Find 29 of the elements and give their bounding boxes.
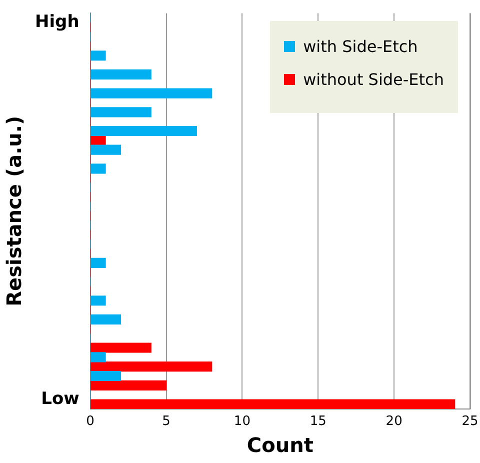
- bar: [90, 88, 212, 98]
- y-tick-label: High: [35, 12, 80, 32]
- x-tick-label: 20: [386, 414, 402, 429]
- x-tick-label: 15: [310, 414, 326, 429]
- x-axis-title: Count: [246, 433, 314, 458]
- bar: [90, 50, 106, 61]
- legend-label: without Side-Etch: [303, 70, 444, 90]
- x-tick-label: 25: [462, 414, 478, 429]
- bar: [90, 380, 167, 390]
- bar: [90, 144, 122, 155]
- bar: [90, 135, 106, 146]
- bar: [90, 399, 456, 409]
- bar: [90, 258, 106, 268]
- bar: [90, 314, 122, 325]
- bar: [90, 69, 152, 80]
- x-tick-label: 10: [234, 414, 250, 429]
- x-tick-label: 0: [86, 414, 94, 429]
- bar: [90, 107, 152, 118]
- bar: [90, 370, 122, 382]
- y-axis-title: Resistance (a.u.): [2, 116, 26, 306]
- bar: [90, 342, 152, 353]
- x-tick-label: 5: [162, 414, 170, 429]
- y-tick-label: Low: [41, 389, 80, 409]
- bar: [90, 296, 106, 306]
- legend-label: with Side-Etch: [303, 37, 418, 56]
- bar: [90, 352, 106, 362]
- bar: [90, 164, 106, 174]
- bar: [90, 126, 197, 136]
- bar: [90, 362, 212, 372]
